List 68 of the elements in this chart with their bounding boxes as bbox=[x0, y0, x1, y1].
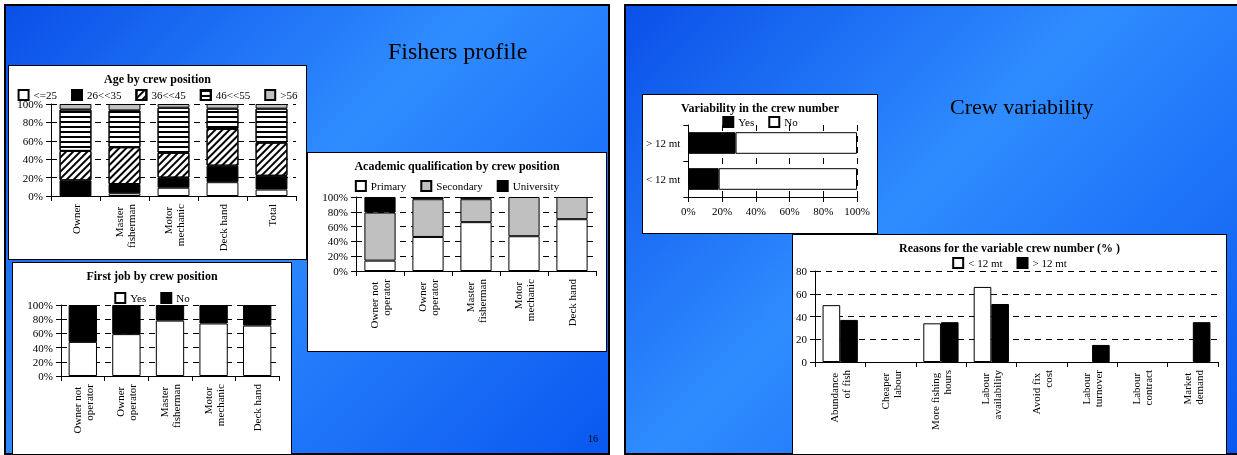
legend-label: 26<<35 bbox=[86, 89, 122, 101]
legend-label: Yes bbox=[130, 292, 147, 304]
text: Crew variability bbox=[950, 94, 1094, 120]
x-tick-label: Owner not operator bbox=[70, 383, 95, 434]
x-tick-label: 40% bbox=[745, 204, 766, 217]
x-tick-label: Owner operator bbox=[416, 278, 440, 316]
y-tick-label: 100% bbox=[17, 98, 43, 110]
x-tick-label: Total bbox=[265, 204, 278, 227]
y-tick-label: 20% bbox=[22, 171, 43, 184]
legend-label: 36<<45 bbox=[151, 89, 187, 101]
x-tick-label: Owner not operator bbox=[368, 278, 392, 329]
x-tick-label: Master fisherman bbox=[464, 278, 488, 323]
y-tick-label: 80 bbox=[796, 265, 808, 277]
x-tick-label: Cheaper labour bbox=[878, 369, 903, 410]
y-tick-label: 60% bbox=[22, 134, 43, 147]
x-tick-label: 80% bbox=[813, 204, 834, 217]
legend-label: Primary bbox=[370, 180, 407, 192]
legend-label: >56 bbox=[280, 89, 298, 101]
x-tick-label: Deck hand bbox=[216, 203, 229, 252]
x-tick-label: Owner operator bbox=[114, 383, 139, 421]
x-tick-label: Owner bbox=[69, 203, 82, 234]
legend-label: > 12 mt bbox=[1032, 257, 1067, 269]
x-tick-label: Labour availability bbox=[979, 369, 1004, 420]
legend-label: <=25 bbox=[33, 89, 58, 101]
y-tick-label: 20 bbox=[796, 333, 808, 346]
legend-label: No bbox=[176, 292, 191, 304]
x-tick-label: Labour contract bbox=[1130, 370, 1155, 406]
x-tick-label: Motor mechanic bbox=[201, 383, 226, 427]
chart-title: Academic qualification by crew position bbox=[354, 159, 560, 173]
y-tick-label: 0% bbox=[333, 265, 348, 277]
x-tick-label: Avoid fix cost bbox=[1029, 370, 1054, 415]
chart-title: Reasons for the variable crew number (% ) bbox=[899, 241, 1120, 255]
legend-label: No bbox=[784, 116, 799, 128]
y-tick-label: 0% bbox=[28, 190, 43, 202]
x-tick-label: 0% bbox=[680, 204, 696, 217]
chart-title: Age by crew position bbox=[104, 72, 212, 86]
legend-label: Secondary bbox=[436, 180, 484, 192]
y-tick-label: 20% bbox=[327, 250, 348, 263]
x-tick-label: Abundance of fish bbox=[828, 369, 853, 423]
legend-label: < 12 mt bbox=[968, 257, 1003, 269]
y-tick-label: 60% bbox=[32, 327, 53, 340]
text: 16 bbox=[588, 433, 598, 444]
chart-title: First job by crew position bbox=[86, 269, 218, 283]
chart-title: Variability in the crew number bbox=[681, 101, 840, 115]
legend-label: University bbox=[512, 180, 560, 192]
x-tick-label: 60% bbox=[779, 204, 800, 217]
y-tick-label: 0 bbox=[801, 356, 808, 368]
x-tick-label: Market demand bbox=[1180, 369, 1205, 405]
x-tick-label: 100% bbox=[844, 204, 870, 217]
x-tick-label: Deck hand bbox=[251, 383, 264, 432]
x-tick-label: Labour turnover bbox=[1080, 369, 1105, 408]
x-tick-label: More fishing hours bbox=[928, 370, 953, 430]
x-tick-label: Master fisherman bbox=[112, 203, 137, 248]
y-tick-label: 60 bbox=[796, 287, 808, 300]
x-tick-label: Motor mechanic bbox=[161, 203, 186, 247]
x-tick-label: Deck hand bbox=[566, 278, 578, 327]
y-tick-label: 20% bbox=[32, 355, 53, 368]
x-tick-label: Master fisherman bbox=[158, 383, 182, 428]
legend-label: Yes bbox=[738, 116, 755, 128]
y-tick-label: 80% bbox=[22, 116, 43, 129]
text: Fishers profile bbox=[388, 38, 528, 65]
y-tick-label: 40 bbox=[796, 310, 808, 323]
x-tick-label: 20% bbox=[711, 204, 733, 217]
y-tick-label: 40% bbox=[32, 341, 53, 354]
legend-label: 46<<55 bbox=[215, 89, 251, 101]
y-tick-label: 100% bbox=[322, 191, 348, 203]
y-tick-label: 40% bbox=[22, 153, 43, 166]
x-tick-label: Motor mechanic bbox=[512, 278, 536, 322]
